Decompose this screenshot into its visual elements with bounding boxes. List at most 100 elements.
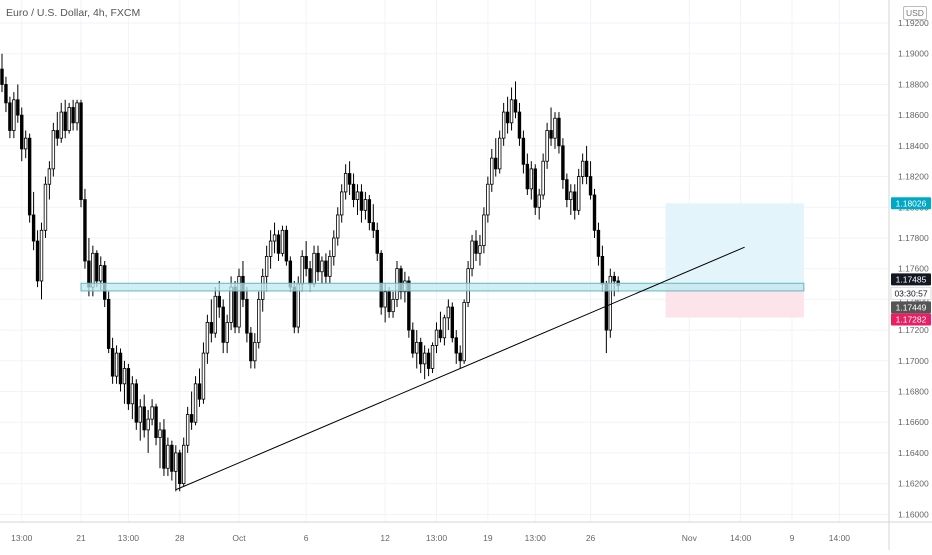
candle-body [16,99,20,116]
candle-body [470,240,474,270]
candle-body [245,298,249,334]
stop-zone [665,286,804,318]
currency-badge[interactable]: USD [903,6,927,20]
candle-body [8,102,12,131]
candle-body [592,194,597,231]
candle-body [264,255,269,277]
candle-body [268,240,273,257]
candle-body [51,130,56,170]
candle-body [229,286,233,323]
candle-body [276,234,281,254]
candle-body [513,99,518,113]
candle-body [193,383,198,423]
candle-body [351,183,356,200]
y-tick-label: 1.17800 [898,233,929,243]
candle-body [612,275,616,282]
support-zone [80,282,805,292]
candle-body [4,84,8,104]
candle-body [383,291,387,308]
drawings[interactable] [80,246,805,491]
trendline [175,246,745,491]
candle-body [339,191,344,216]
price-label-target-bg [891,197,931,210]
candle-body [71,107,75,124]
candle-body [79,102,83,200]
candle-body [430,345,435,369]
candle-body [39,229,44,282]
candle-body [126,368,131,405]
candle-body [253,341,257,362]
price-label-current-bg [891,273,931,286]
candle-body [482,214,486,247]
y-tick-label: 1.16600 [898,417,929,427]
candle-body [122,368,127,385]
candle-body [426,352,431,369]
candle-body [541,160,545,196]
candle-body [577,176,581,211]
candle-body [47,168,52,185]
x-tick-label: 12 [380,533,390,543]
candle-body [565,179,569,200]
candle-body [454,337,458,354]
candle-body [27,137,32,216]
candle-body [181,444,186,485]
candle-body [478,245,482,254]
candle-body [292,286,296,328]
candles [0,53,620,492]
candle-body [154,406,158,438]
y-tick-label: 1.19200 [898,18,929,28]
candle-body [91,252,95,288]
candle-body [31,214,36,242]
candle-body [442,317,447,339]
candle-body [450,306,454,339]
candle-body [185,414,190,446]
candle-body [83,199,87,262]
candle-body [494,157,498,170]
candle-body [316,252,320,273]
y-tick-label: 1.19000 [898,49,929,59]
candle-body [422,352,427,365]
candle-body [95,252,99,282]
candle-body [462,302,466,362]
candle-body [529,168,533,190]
candle-body [118,352,123,385]
candle-body [387,291,391,313]
x-tick-label: 26 [586,533,596,543]
candle-body [320,260,324,273]
candle-body [363,199,368,211]
x-tick-label: 28 [175,533,185,543]
candle-body [434,329,439,346]
candle-body [557,117,561,147]
x-tick-label: 13:00 [118,533,140,543]
candle-body [162,429,166,469]
candle-body [272,234,277,242]
candle-body [438,329,443,339]
price-label-stop-bg [891,313,931,326]
candle-body [138,406,142,423]
candle-body [418,341,423,365]
candle-body [237,275,241,328]
profit-zone [665,203,804,287]
y-tick-label: 1.18400 [898,141,929,151]
y-tick-label: 1.17600 [898,264,929,274]
price-label-entry: 1.17449 [896,303,927,313]
candle-body [343,173,348,193]
candle-body [59,111,63,139]
candle-body [130,383,135,405]
candle-body [391,298,395,313]
candle-body [486,183,490,216]
x-tick-label: 19 [483,533,493,543]
x-tick-label: 14:00 [829,533,851,543]
y-tick-label: 1.18600 [898,110,929,120]
candle-body [537,194,541,208]
candle-body [407,280,411,331]
candle-body [43,183,48,231]
y-tick-label: 1.17200 [898,325,929,335]
candle-body [201,352,206,400]
candle-body [217,295,221,308]
price-label-entry-bg [891,301,931,314]
candle-body [553,117,557,139]
countdown-label: 03:30:57 [894,289,927,299]
